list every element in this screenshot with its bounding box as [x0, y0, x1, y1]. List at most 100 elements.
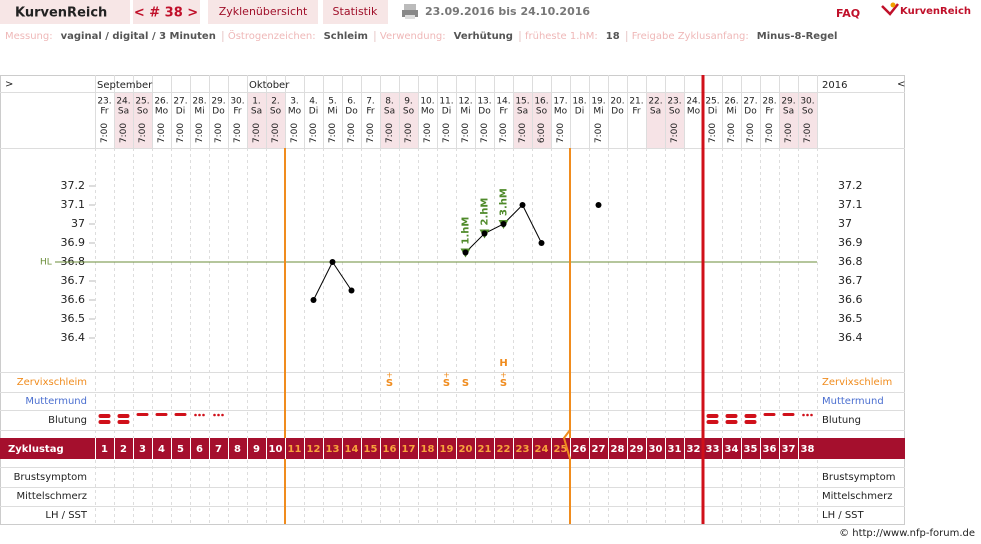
bleeding-mark	[117, 414, 130, 418]
cycle-day: 7	[215, 444, 222, 455]
date-label: 8.	[385, 97, 394, 107]
tab-label[interactable]: Statistik	[333, 5, 379, 18]
y-tick-label-right: 36.5	[838, 312, 863, 325]
time-label: 7:00	[670, 123, 680, 143]
cycle-day: 17	[402, 444, 416, 455]
bleeding-mark	[221, 413, 224, 417]
weekday-label: Sa	[118, 107, 129, 117]
y-tick-label-right: 37	[838, 217, 852, 230]
zervix-symbol: S	[443, 378, 450, 389]
tab-label[interactable]: Zyklenübersicht	[219, 5, 308, 18]
nav-next[interactable]: <	[897, 79, 905, 90]
weekday-label: Mi	[460, 107, 470, 117]
info-label: Verwendung:	[380, 31, 446, 42]
row-label-right: Blutung	[822, 415, 861, 426]
bleeding-mark	[198, 413, 201, 417]
bleeding-mark	[98, 420, 111, 424]
info-label: Freigabe Zyklusanfang:	[632, 31, 749, 42]
y-tick-label: 37.1	[61, 198, 86, 211]
weekday-label: Do	[611, 107, 624, 117]
time-label: 7:00	[195, 123, 205, 143]
bleeding-mark	[174, 413, 187, 416]
time-label: 7:00	[176, 123, 186, 143]
row-label-right: LH / SST	[822, 510, 865, 521]
nav-prev[interactable]: >	[5, 79, 13, 90]
date-label: 30.	[800, 97, 814, 107]
weekend-shade	[266, 92, 285, 148]
weekday-label: Mi	[593, 107, 603, 117]
y-tick-label-right: 37.2	[838, 179, 863, 192]
date-label: 13.	[477, 97, 491, 107]
weekday-label: So	[536, 107, 548, 117]
weekday-label: Mo	[288, 107, 302, 117]
cycle-day: 23	[516, 444, 530, 455]
tab[interactable]	[323, 0, 388, 24]
weekday-label: Fr	[765, 107, 774, 117]
cycle-box[interactable]	[133, 0, 200, 24]
weekday-label: Di	[575, 107, 584, 117]
tab[interactable]	[208, 0, 318, 24]
y-tick-label: 37.2	[61, 179, 86, 192]
bleeding-mark	[217, 413, 220, 417]
cycle-day: 28	[611, 444, 625, 455]
bleeding-mark	[810, 413, 813, 417]
weekday-label: So	[270, 107, 282, 117]
weekday-label: Fr	[233, 107, 242, 117]
print-icon[interactable]	[402, 4, 418, 19]
row-label: Blutung	[48, 415, 87, 426]
date-label: 26.	[724, 97, 738, 107]
y-tick-label-right: 36.4	[838, 331, 863, 344]
cycle-day: 36	[763, 444, 777, 455]
row-label: Zyklustag	[8, 444, 64, 455]
bleeding-mark	[117, 420, 130, 424]
weekend-shade	[399, 92, 418, 148]
y-tick-label-right: 36.7	[838, 274, 863, 287]
y-tick-label-right: 36.9	[838, 236, 863, 249]
y-tick-label: 36.7	[61, 274, 86, 287]
weekend-shade	[798, 92, 817, 148]
info-value: Minus-8-Regel	[757, 31, 838, 42]
weekday-label: Sa	[384, 107, 395, 117]
zervix-sup: +	[443, 371, 450, 380]
bleeding-mark	[763, 413, 776, 416]
weekday-label: Mo	[687, 107, 701, 117]
time-label: 7:00	[157, 123, 167, 143]
hm-label: 3.hM	[499, 188, 510, 216]
temperature-point	[481, 230, 488, 237]
weekend-shade	[133, 92, 152, 148]
date-label: 29.	[781, 97, 795, 107]
hm-label: 2.hM	[480, 198, 491, 226]
cycle-day: 2	[120, 444, 127, 455]
weekend-shade	[247, 92, 266, 148]
date-label: 16.	[534, 97, 548, 107]
bleeding-mark	[155, 413, 168, 416]
row-label-right: Brustsymptom	[822, 472, 895, 483]
faq-link[interactable]: FAQ	[836, 7, 860, 20]
date-label: 27.	[743, 97, 757, 107]
info-label: früheste 1.hM:	[525, 31, 598, 42]
cycle-day: 27	[592, 444, 606, 455]
time-label: 7:00	[366, 123, 376, 143]
y-tick-label: 36.9	[61, 236, 86, 249]
time-label: 7:00	[765, 123, 775, 143]
row-label: LH / SST	[45, 510, 88, 521]
weekday-label: Mo	[554, 107, 568, 117]
cycle-day: 22	[497, 444, 511, 455]
cycle-day: 12	[307, 444, 321, 455]
temperature-point	[329, 259, 336, 265]
cycle-day: 11	[288, 444, 302, 455]
time-label: 7:00	[480, 123, 490, 143]
weekend-shade	[779, 92, 798, 148]
cycle-nav[interactable]: < # 38 >	[134, 6, 198, 21]
row-label: Zervixschleim	[17, 377, 87, 388]
cycle-day: 1	[101, 444, 108, 455]
weekday-label: Mo	[155, 107, 169, 117]
bleeding-mark	[98, 414, 111, 418]
cycle-day: 20	[459, 444, 473, 455]
date-label: 4.	[309, 97, 318, 107]
date-label: 24.	[116, 97, 130, 107]
bleeding-mark	[706, 420, 719, 424]
zervix-sup: +	[500, 371, 507, 380]
time-label: 7:00	[803, 123, 813, 143]
